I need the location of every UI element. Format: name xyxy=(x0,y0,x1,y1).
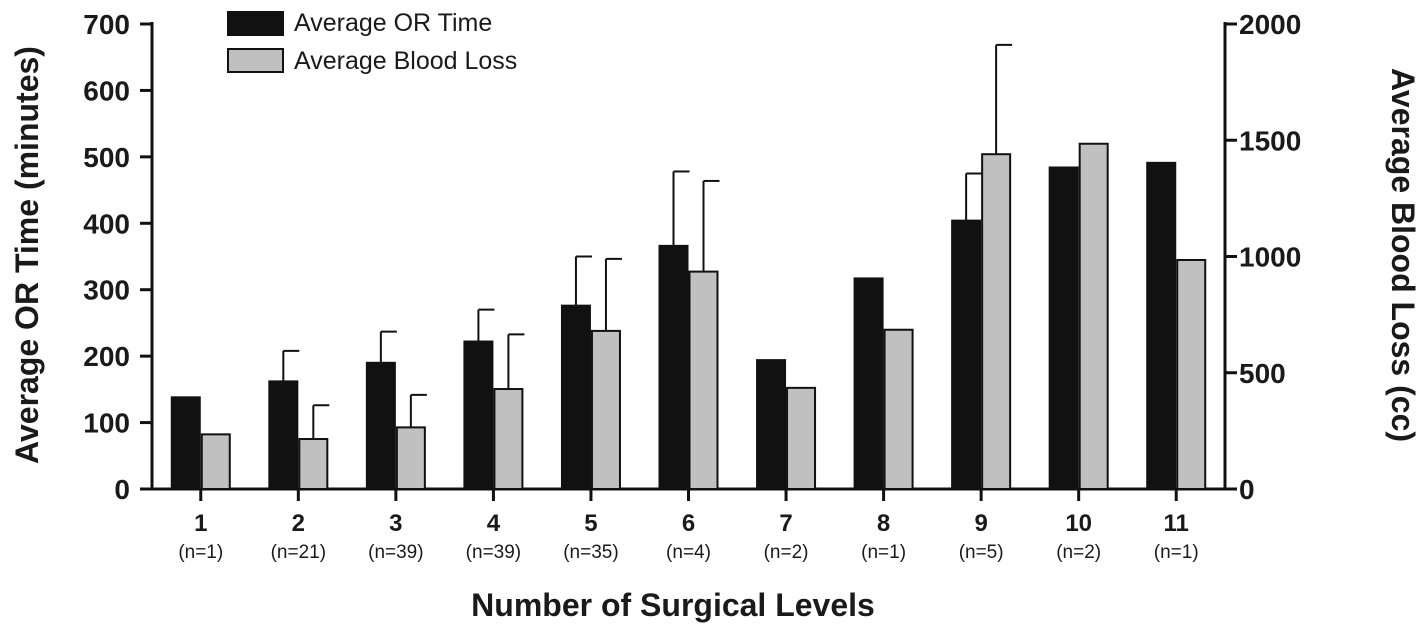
bar-average-or-time xyxy=(658,244,689,490)
bar-average-blood-loss xyxy=(298,438,329,491)
sample-size-label: (n=39) xyxy=(466,542,521,563)
x-tick-label: 5 xyxy=(584,510,597,537)
y2-tick-label: 2000 xyxy=(1239,9,1301,40)
y2-axis-title: Average Blood Loss (cc) xyxy=(1385,68,1418,442)
y-tick-label: 500 xyxy=(83,142,130,173)
legend-label-or-time: Average OR Time xyxy=(294,9,492,37)
y-tick-label: 600 xyxy=(83,75,130,106)
x-tick-label: 7 xyxy=(779,510,792,537)
y-tick-label: 300 xyxy=(83,275,130,306)
legend-swatch-blood-loss xyxy=(227,48,284,73)
sample-size-label: (n=4) xyxy=(666,542,711,563)
y2-tick-label: 1000 xyxy=(1239,242,1301,273)
error-bars xyxy=(282,43,1013,440)
bar-average-blood-loss xyxy=(1176,258,1207,490)
bar-average-blood-loss xyxy=(590,329,621,490)
tick-labels: 0 100 200 300 400 500 600 700 0 500 1000 1500 2000 1 (… xyxy=(83,9,1301,563)
bar-average-blood-loss xyxy=(688,270,719,490)
y-tick-label: 100 xyxy=(83,408,130,439)
legend-label-blood-loss: Average Blood Loss xyxy=(294,47,517,75)
bar-average-or-time xyxy=(853,277,884,490)
x-tick-label: 3 xyxy=(389,510,402,537)
bar-average-or-time xyxy=(365,361,396,490)
x-tick-label: 10 xyxy=(1065,510,1092,537)
bar-average-blood-loss xyxy=(493,388,524,490)
y2-tick-label: 500 xyxy=(1239,358,1286,389)
sample-size-label: (n=2) xyxy=(1056,542,1101,563)
x-axis-title: Number of Surgical Levels xyxy=(471,587,875,623)
bar-average-or-time xyxy=(560,304,591,490)
y-tick-label: 400 xyxy=(83,208,130,239)
x-tick-label: 9 xyxy=(974,510,987,537)
x-tick-label: 8 xyxy=(877,510,890,537)
sample-size-label: (n=39) xyxy=(368,542,423,563)
bar-average-blood-loss xyxy=(981,153,1012,490)
bar-average-blood-loss xyxy=(786,386,817,490)
bar-average-blood-loss xyxy=(200,433,231,490)
y-tick-label: 700 xyxy=(83,9,130,40)
bar-average-blood-loss xyxy=(883,328,914,490)
sample-size-label: (n=1) xyxy=(861,542,906,563)
bar-average-or-time xyxy=(1048,166,1079,490)
bar-average-or-time xyxy=(756,359,787,490)
bar-average-blood-loss xyxy=(395,426,426,491)
legend-swatch-or-time xyxy=(227,11,284,36)
x-tick-label: 2 xyxy=(292,510,305,537)
sample-size-label: (n=1) xyxy=(1154,542,1199,563)
bar-average-blood-loss xyxy=(1078,142,1109,491)
sample-size-label: (n=21) xyxy=(271,542,326,563)
x-tick-label: 11 xyxy=(1164,510,1189,537)
legend: Average OR Time Average Blood Loss xyxy=(227,9,517,75)
x-tick-label: 1 xyxy=(194,510,207,537)
bar-average-or-time xyxy=(951,219,982,490)
bar-average-or-time xyxy=(170,396,201,491)
y-axis-title: Average OR Time (minutes) xyxy=(9,46,45,464)
y-tick-label: 0 xyxy=(114,474,130,505)
bar-average-or-time xyxy=(1146,161,1177,490)
x-tick-label: 6 xyxy=(682,510,695,537)
sample-size-label: (n=5) xyxy=(959,542,1004,563)
y-tick-label: 200 xyxy=(83,341,130,372)
sample-size-label: (n=2) xyxy=(764,542,809,563)
x-tick-label: 4 xyxy=(487,510,501,537)
sample-size-label: (n=1) xyxy=(178,542,223,563)
bar-average-or-time xyxy=(268,380,299,490)
y2-tick-label: 0 xyxy=(1239,474,1255,505)
sample-size-label: (n=35) xyxy=(563,542,618,563)
bars xyxy=(170,142,1207,491)
bar-average-or-time xyxy=(463,340,494,490)
y2-tick-label: 1500 xyxy=(1239,125,1301,156)
